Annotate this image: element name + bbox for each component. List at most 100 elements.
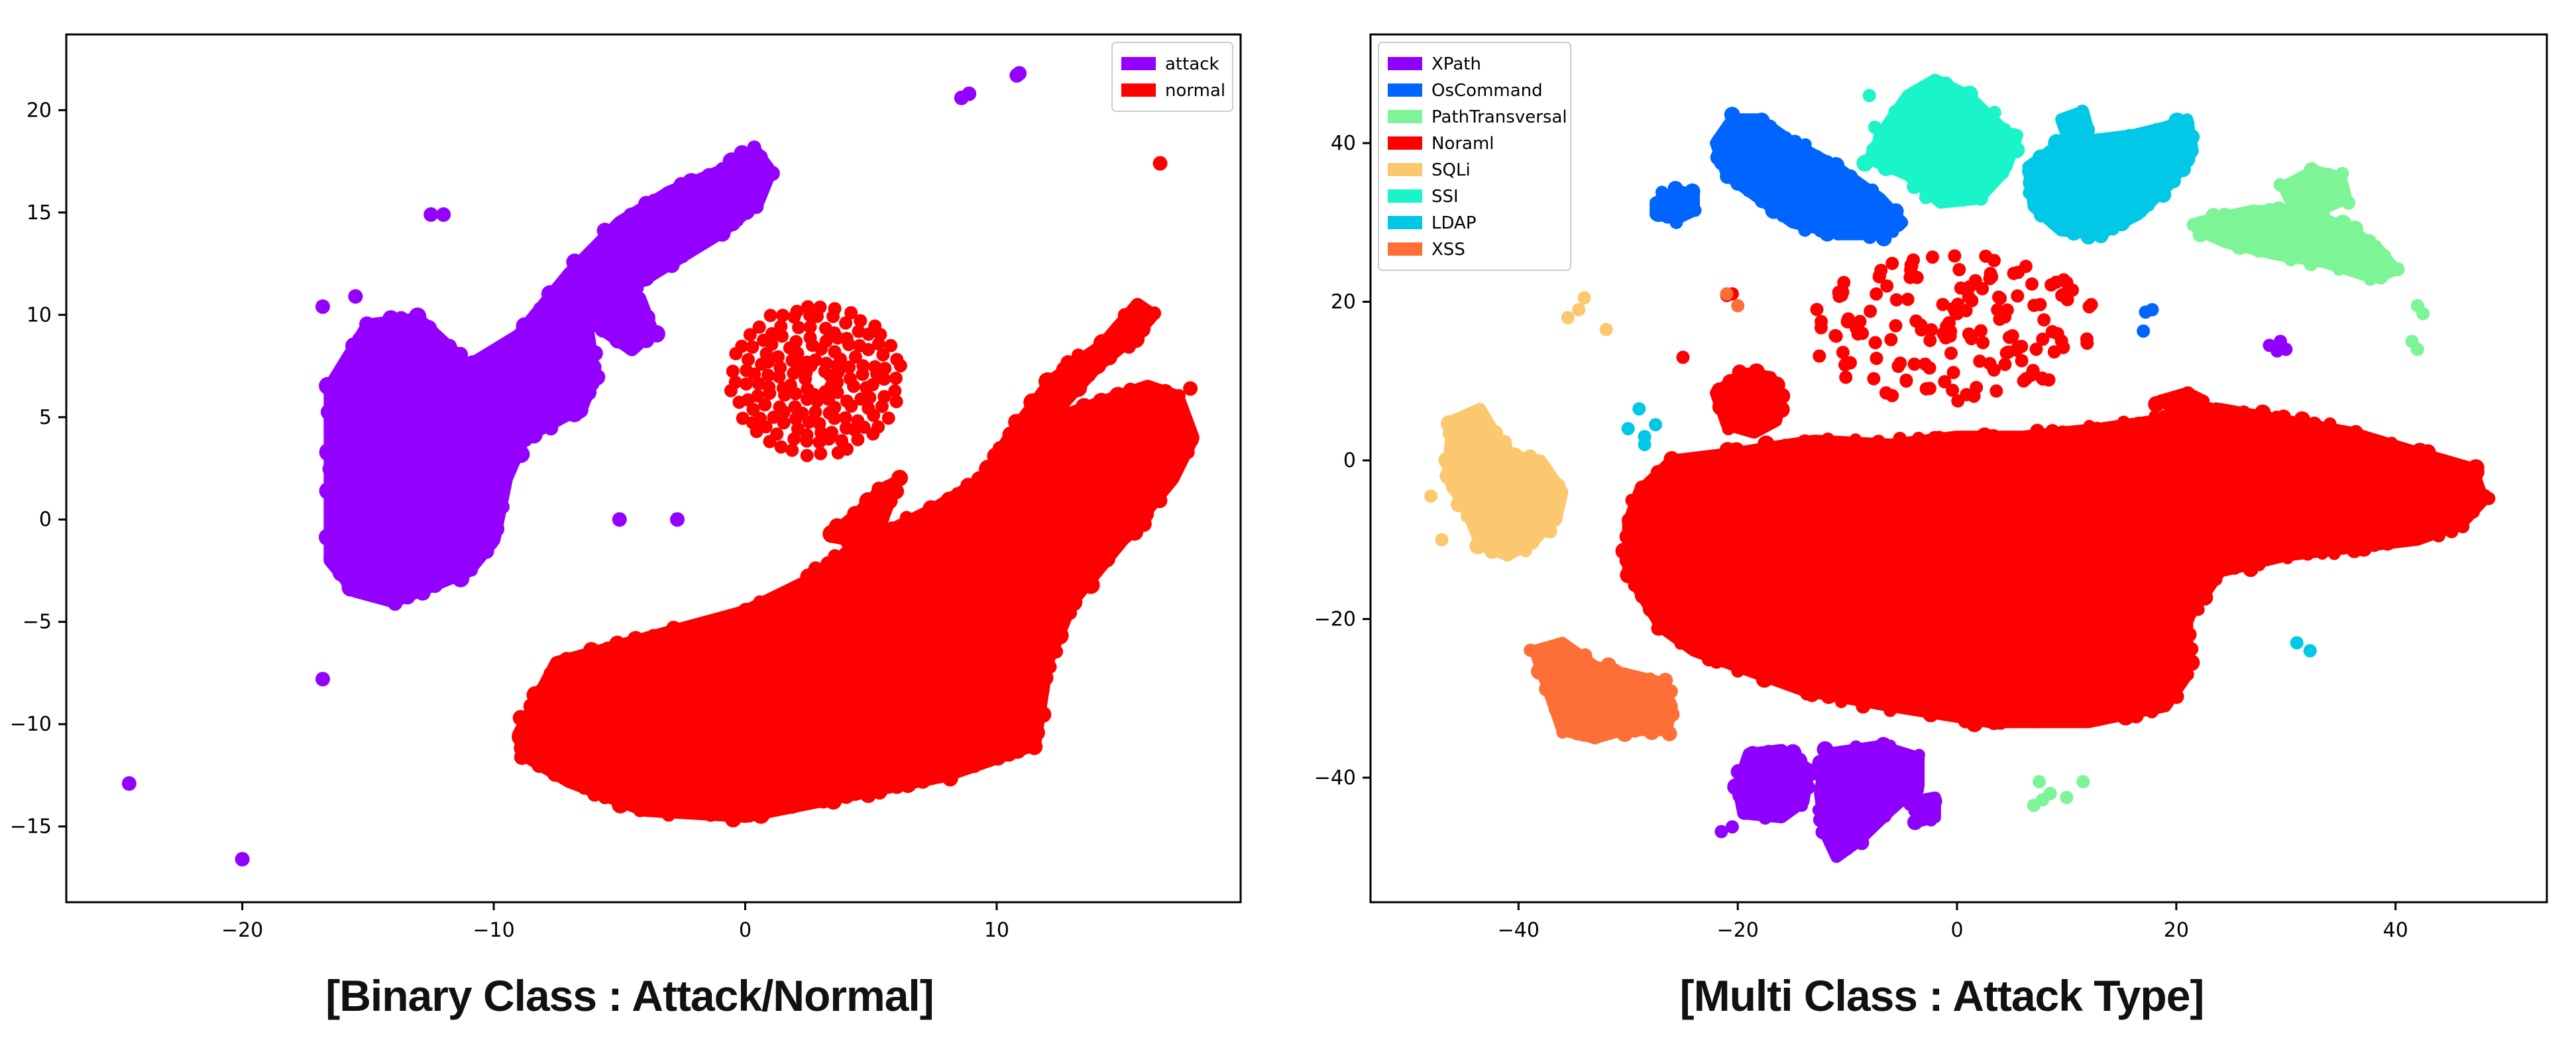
legend-box (1378, 42, 1571, 271)
legend-label-pathtransversal: PathTransversal (1431, 107, 1567, 127)
points-sqli (1424, 291, 1613, 546)
point-xpath (1714, 825, 1728, 839)
y-tick-label: 40 (1331, 132, 1356, 155)
series-pathtransversal (2027, 162, 2430, 812)
x-tick-label: 0 (1950, 919, 1963, 942)
legend-swatch-noraml (1388, 136, 1422, 150)
x-tick-label: −40 (1498, 919, 1540, 942)
y-tick-label: −15 (10, 815, 52, 839)
point-pathtransversal (2033, 775, 2046, 788)
point-attack (121, 776, 137, 791)
point-sqli (1435, 533, 1449, 546)
x-tick-label: 0 (739, 919, 752, 942)
cluster-edge-noraml-3 (2148, 386, 2209, 420)
point-xss (1731, 299, 1745, 313)
cluster-edge-sqli-0 (1438, 404, 1567, 560)
points-ssi (1862, 89, 1881, 134)
point-noraml (1676, 350, 1690, 364)
cluster-edge-ldap-0 (2022, 112, 2200, 245)
ticks-binary: −20 −10 0 10 −15 −10 −5 0 5 10 15 20 (10, 99, 1009, 942)
x-tick-label: −10 (473, 919, 514, 942)
point-attack (670, 512, 685, 527)
point-pathtransversal (2036, 793, 2049, 807)
legend-swatch-sqli (1388, 163, 1422, 176)
x-tick-label: 20 (2164, 919, 2189, 942)
series-sqli (1424, 291, 1613, 562)
points-attack (121, 66, 1027, 867)
cluster-edge-noraml-2 (1711, 363, 1791, 439)
points-xpath (1714, 335, 2293, 839)
series-ldap (1621, 104, 2317, 658)
x-tick-label: 40 (2383, 919, 2408, 942)
x-tick-label: −20 (221, 919, 263, 942)
point-noraml (1709, 600, 1723, 614)
point-ldap (2303, 644, 2317, 658)
legend-swatch-ldap (1388, 216, 1422, 229)
point-attack (962, 86, 977, 101)
point-pathtransversal (2410, 342, 2424, 356)
caption-multi: [Multi Class : Attack Type] (1679, 971, 2205, 1020)
legend-binary: attack normal (1111, 42, 1233, 112)
legend-label-noraml: Noraml (1431, 134, 1494, 154)
y-tick-label: 5 (39, 406, 52, 429)
point-xss (1720, 287, 1734, 301)
cluster-edge-noraml-1 (1615, 402, 2492, 733)
y-tick-label: −5 (23, 611, 52, 634)
point-sqli (1561, 311, 1575, 325)
point-sqli (1424, 489, 1437, 503)
series-attack (121, 66, 1027, 867)
point-attack (348, 289, 363, 304)
point-oscommand (2137, 324, 2151, 338)
point-ldap (2290, 636, 2304, 650)
points-ldap (1621, 402, 2317, 658)
point-ssi (1868, 121, 1881, 134)
point-noraml (2482, 492, 2496, 505)
marks-multi (1424, 74, 2496, 863)
cluster-noraml-0 (1810, 249, 2098, 408)
cluster-edge-xpath-2 (1903, 793, 1942, 831)
y-tick-label: −40 (1314, 766, 1356, 790)
cluster-edge-xpath-0 (1812, 737, 1925, 859)
legend-label-xss: XSS (1431, 240, 1465, 260)
y-tick-label: 20 (27, 99, 52, 122)
point-attack (1012, 66, 1027, 81)
x-tick-label: −20 (1717, 919, 1759, 942)
legend-multi: XPath OsCommand PathTransversal Noraml SQLi S… (1378, 42, 1571, 271)
point-ldap (1621, 422, 1635, 436)
legend-label-ldap: LDAP (1431, 213, 1477, 233)
cluster-edge-normal-2 (1005, 301, 1162, 444)
legend-swatch-attack (1121, 57, 1156, 70)
marks-binary (121, 66, 1200, 867)
cluster-edge-normal-3 (822, 470, 909, 551)
point-pathtransversal (2416, 307, 2430, 321)
series-xss (1524, 287, 1745, 745)
point-oscommand (2145, 303, 2159, 317)
y-tick-label: 15 (27, 201, 52, 225)
points-normal (519, 156, 1198, 748)
cluster-edge-pathtransversal-1 (2273, 162, 2356, 220)
point-noraml (1659, 556, 1673, 570)
point-noraml (1627, 519, 1640, 533)
cluster-normal-0 (724, 300, 907, 462)
point-ssi (1862, 89, 1876, 103)
point-attack (315, 299, 330, 314)
point-attack (612, 512, 627, 527)
point-attack (436, 207, 451, 222)
point-pathtransversal (2076, 775, 2090, 788)
axes-frame-binary (65, 33, 1242, 904)
legend-swatch-oscommand (1388, 83, 1422, 97)
cluster-edge-xpath-1 (1727, 744, 1822, 825)
cluster-edge-oscommand-1 (1650, 181, 1702, 229)
legend-swatch-pathtransversal (1388, 110, 1422, 123)
point-sqli (1577, 291, 1591, 305)
point-noraml (2471, 466, 2485, 479)
cluster-edge-normal-1 (512, 382, 1199, 828)
point-normal (808, 561, 823, 576)
point-normal (519, 725, 534, 740)
legend-label-xpath: XPath (1431, 54, 1481, 74)
caption-binary: [Binary Class : Attack/Normal] (325, 971, 934, 1020)
point-attack (423, 207, 439, 222)
series-normal (512, 156, 1200, 828)
